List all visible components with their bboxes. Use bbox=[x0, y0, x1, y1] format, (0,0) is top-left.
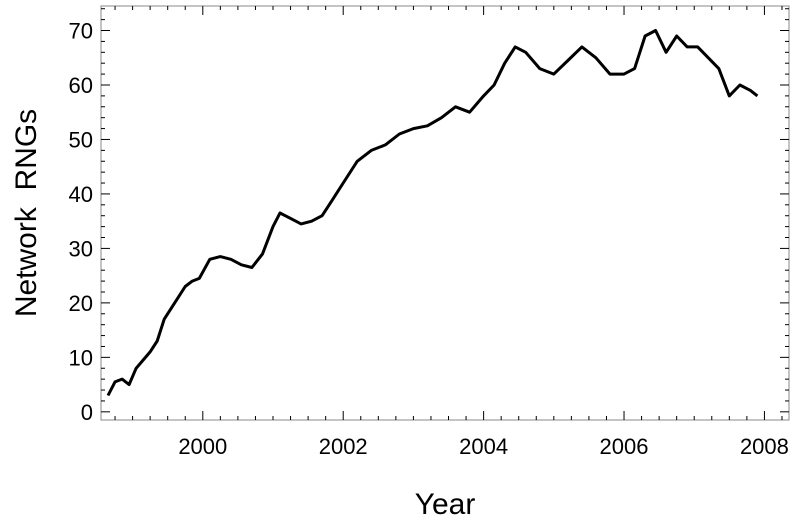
y-tick-label: 20 bbox=[69, 291, 93, 316]
x-tick-label: 2002 bbox=[319, 434, 368, 459]
x-tick-label: 2000 bbox=[178, 434, 227, 459]
series-group bbox=[108, 31, 757, 396]
y-tick-label: 0 bbox=[81, 400, 93, 425]
x-tick-label: 2006 bbox=[600, 434, 649, 459]
y-tick-label: 60 bbox=[69, 73, 93, 98]
series-line-0 bbox=[108, 31, 757, 396]
y-tick-label: 70 bbox=[69, 19, 93, 44]
y-tick-label: 50 bbox=[69, 127, 93, 152]
plot-frame bbox=[101, 6, 789, 420]
x-tick-label: 2004 bbox=[459, 434, 508, 459]
y-axis-label: Network RNGs bbox=[10, 109, 43, 317]
x-tick-label: 2008 bbox=[740, 434, 789, 459]
x-axis-label: Year bbox=[415, 488, 476, 521]
axis-ticks bbox=[101, 6, 789, 420]
y-tick-label: 40 bbox=[69, 182, 93, 207]
y-tick-label: 30 bbox=[69, 236, 93, 261]
tick-labels: 0 10 20 30 40 50 60 70 2000 2002 2004 2006 2008 bbox=[69, 19, 789, 459]
y-tick-label: 10 bbox=[69, 345, 93, 370]
